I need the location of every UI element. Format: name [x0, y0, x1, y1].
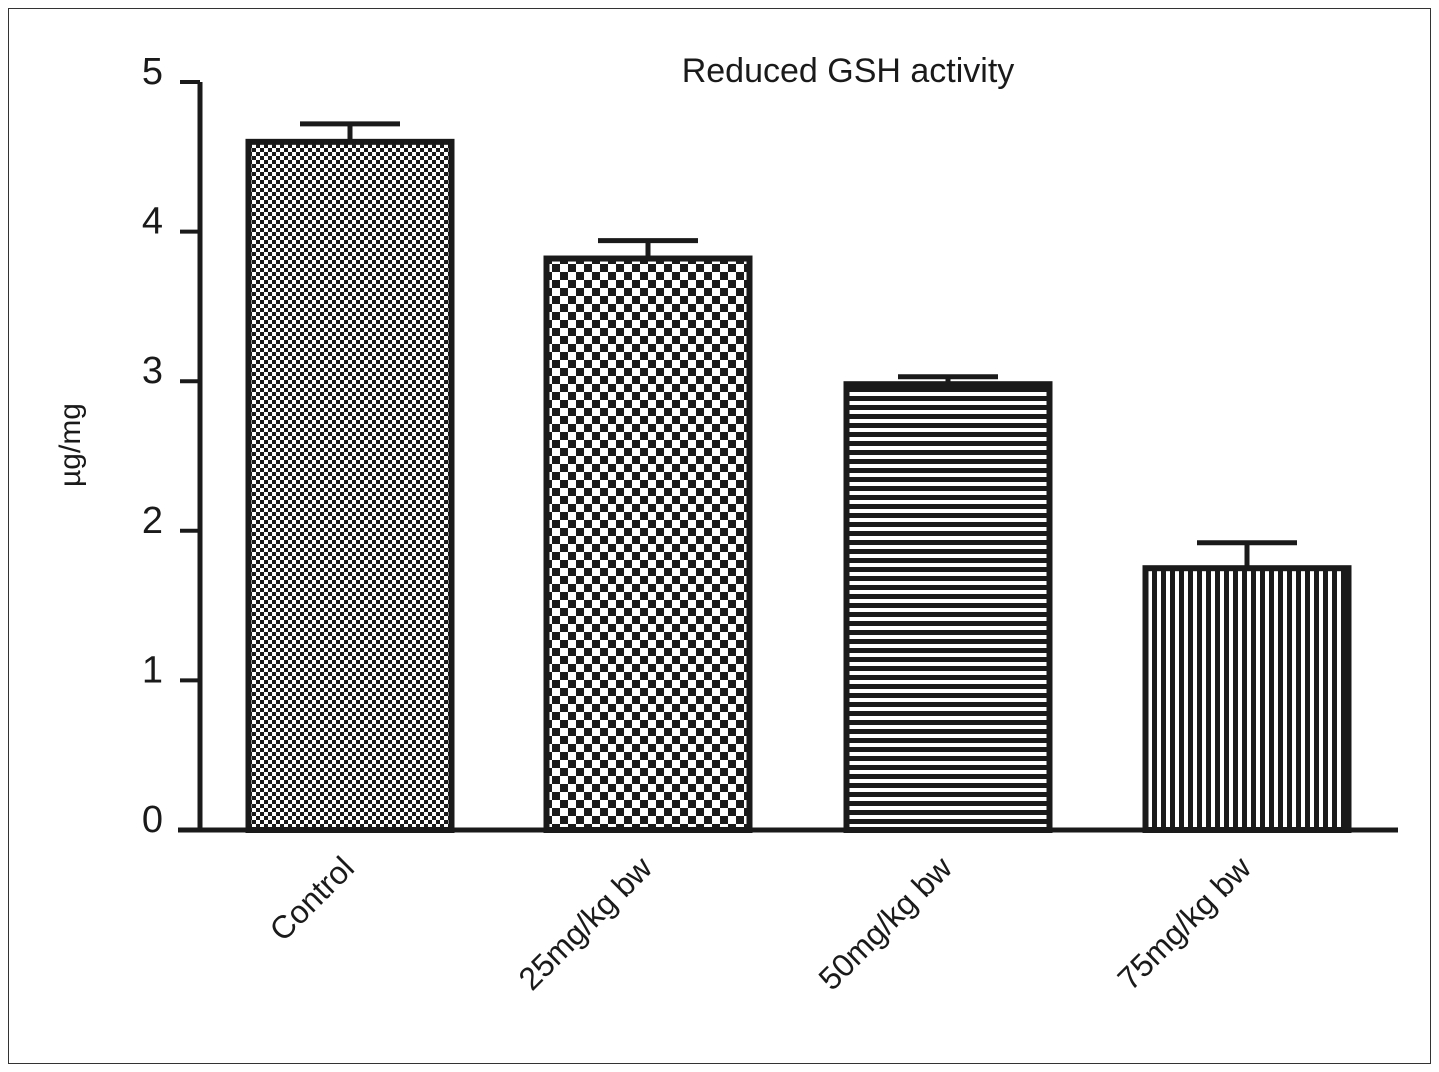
- error-bars: [300, 121, 1297, 569]
- bar: [843, 381, 1053, 833]
- x-category-label: 25mg/kg bw: [511, 849, 659, 997]
- bar: [1142, 565, 1352, 833]
- y-tick-label: 0: [142, 799, 163, 841]
- x-labels: Control 25mg/kg bw 50mg/kg bw 75mg/kg bw: [263, 849, 1259, 997]
- y-tick-label: 5: [142, 51, 163, 93]
- x-category-label: 50mg/kg bw: [811, 849, 959, 997]
- y-tick-label: 2: [142, 500, 163, 542]
- bar: [543, 255, 753, 833]
- y-tick-label: 4: [142, 201, 163, 243]
- bar: [245, 138, 455, 833]
- y-tick-label: 1: [142, 649, 163, 691]
- chart-title: Reduced GSH activity: [682, 52, 1015, 90]
- y-ticks: 0 1 2 3 4 5: [142, 51, 200, 841]
- x-category-label: Control: [263, 849, 361, 947]
- y-axis-label: µg/mg: [54, 403, 87, 487]
- bars: [245, 138, 1352, 833]
- x-category-label: 75mg/kg bw: [1110, 849, 1258, 997]
- y-tick-label: 3: [142, 350, 163, 392]
